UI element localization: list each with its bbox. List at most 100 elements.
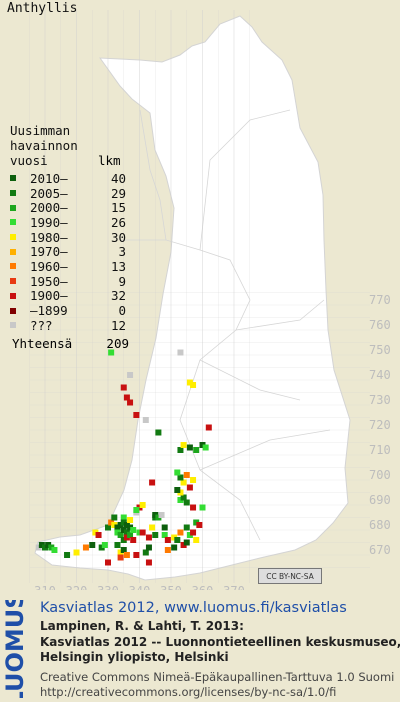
y-tick-label: 730 xyxy=(369,393,391,407)
occurrence-marker xyxy=(120,519,127,526)
occurrence-marker xyxy=(155,514,162,521)
legend-row: 2005– 29 xyxy=(10,186,126,201)
occurrence-marker xyxy=(149,479,156,486)
occurrence-marker xyxy=(174,487,181,493)
legend-label: 1990– xyxy=(30,214,68,230)
x-tick-label: 360 xyxy=(192,584,214,590)
occurrence-marker xyxy=(123,522,130,528)
legend-count: 29 xyxy=(110,185,126,201)
legend-label: ??? xyxy=(30,317,53,333)
occurrence-marker xyxy=(73,549,80,556)
occurrence-marker xyxy=(196,522,203,528)
legend-count: 30 xyxy=(110,229,126,245)
occurrence-marker xyxy=(136,529,143,536)
x-tick-label: 320 xyxy=(66,584,88,590)
legend-swatch xyxy=(10,263,16,270)
occurrence-marker xyxy=(133,507,140,513)
cc-license-badge[interactable]: CC BY-NC-SA xyxy=(258,568,322,584)
occurrence-marker xyxy=(111,514,118,521)
x-tick-label: 340 xyxy=(129,584,151,590)
legend-label: 2010– xyxy=(30,170,68,186)
legend-swatch xyxy=(10,204,16,211)
legend-row: 1980– 30 xyxy=(10,230,126,245)
legend-count: 3 xyxy=(118,244,126,260)
occurrence-marker xyxy=(193,447,200,453)
occurrence-marker xyxy=(161,532,168,538)
occurrence-marker xyxy=(180,442,187,448)
y-tick-label: 680 xyxy=(369,518,391,532)
occurrence-marker xyxy=(105,559,111,566)
occurrence-marker xyxy=(174,469,181,476)
occurrence-marker xyxy=(95,532,102,538)
legend-row: 2010– 40 xyxy=(10,171,126,186)
occurrence-marker xyxy=(114,529,121,536)
occurrence-marker xyxy=(180,494,187,501)
occurrence-marker xyxy=(89,542,96,548)
citation-line: Helsingin yliopisto, Helsinki xyxy=(40,650,229,664)
legend-total: Yhteensä 209 xyxy=(12,336,129,351)
svg-text:LUOMUS: LUOMUS xyxy=(2,600,29,698)
luomus-logo: LUOMUS xyxy=(2,600,29,698)
y-tick-label: 740 xyxy=(369,368,391,382)
legend-label: 1950– xyxy=(30,273,68,289)
grid-lines xyxy=(29,10,370,583)
atlas-link[interactable]: Kasviatlas 2012, www.luomus.fi/kasviatla… xyxy=(40,600,347,616)
occurrence-marker xyxy=(117,532,124,538)
occurrence-marker xyxy=(114,542,121,548)
legend-row: 2000– 15 xyxy=(10,200,126,215)
occurrence-marker xyxy=(177,349,184,356)
legend-count: 40 xyxy=(110,170,126,186)
license-text: Creative Commons Nimeä-Epäkaupallinen-Ta… xyxy=(40,670,394,699)
occurrence-marker xyxy=(183,524,190,531)
y-tick-label: 670 xyxy=(369,543,391,557)
occurrence-marker xyxy=(145,559,152,566)
occurrence-marker xyxy=(149,524,156,531)
legend-total-count: 209 xyxy=(106,336,129,351)
occurrence-marker xyxy=(42,544,48,551)
occurrence-marker xyxy=(199,504,206,511)
legend-swatch xyxy=(10,219,16,226)
occurrence-marker xyxy=(155,429,162,436)
occurrence-marker xyxy=(202,444,209,451)
occurrence-marker xyxy=(186,484,193,491)
y-axis-ticks: 770 760 750 740 730 720 710 700 690 680 670 xyxy=(369,293,391,557)
occurrence-marker xyxy=(177,529,184,536)
legend-row: –1899 0 xyxy=(10,303,126,318)
citation-line: Lampinen, R. & Lahti, T. 2013: xyxy=(40,619,244,633)
occurrence-marker xyxy=(108,349,115,356)
occurrence-marker xyxy=(190,382,197,388)
occurrence-marker xyxy=(114,524,121,531)
occurrence-marker xyxy=(177,447,184,453)
legend-count: 15 xyxy=(110,200,126,216)
occurrence-marker xyxy=(186,379,193,386)
occurrence-marker xyxy=(82,544,89,551)
legend-row: 1960– 13 xyxy=(10,259,126,274)
occurrence-marker xyxy=(35,544,42,551)
x-tick-label: 310 xyxy=(34,584,56,590)
legend-label: 1980– xyxy=(30,229,68,245)
occurrence-marker xyxy=(158,512,165,518)
license-link[interactable]: http://creativecommons.org/licenses/by-n… xyxy=(40,684,337,699)
occurrence-marker xyxy=(190,477,197,483)
y-tick-label: 750 xyxy=(369,343,391,357)
occurrence-marker xyxy=(98,544,105,551)
y-tick-label: 720 xyxy=(369,418,391,432)
occurrence-marker xyxy=(51,547,58,553)
occurrence-marker xyxy=(161,524,168,531)
y-tick-label: 690 xyxy=(369,493,391,507)
occurrence-marker xyxy=(174,537,181,543)
legend-row: 1970– 3 xyxy=(10,244,126,259)
occurrence-marker xyxy=(127,532,134,538)
y-tick-label: 770 xyxy=(369,293,391,307)
occurrence-marker xyxy=(108,519,115,526)
occurrence-marker xyxy=(127,399,134,406)
occurrence-marker xyxy=(186,532,193,538)
occurrence-marker xyxy=(164,537,171,543)
occurrence-marker xyxy=(101,542,108,548)
legend-count: 32 xyxy=(110,288,126,304)
occurrence-marker xyxy=(199,442,206,448)
legend-label: 2005– xyxy=(30,185,68,201)
legend-total-label: Yhteensä xyxy=(12,336,73,351)
legend-swatch xyxy=(10,175,16,182)
occurrence-marker xyxy=(117,522,124,528)
